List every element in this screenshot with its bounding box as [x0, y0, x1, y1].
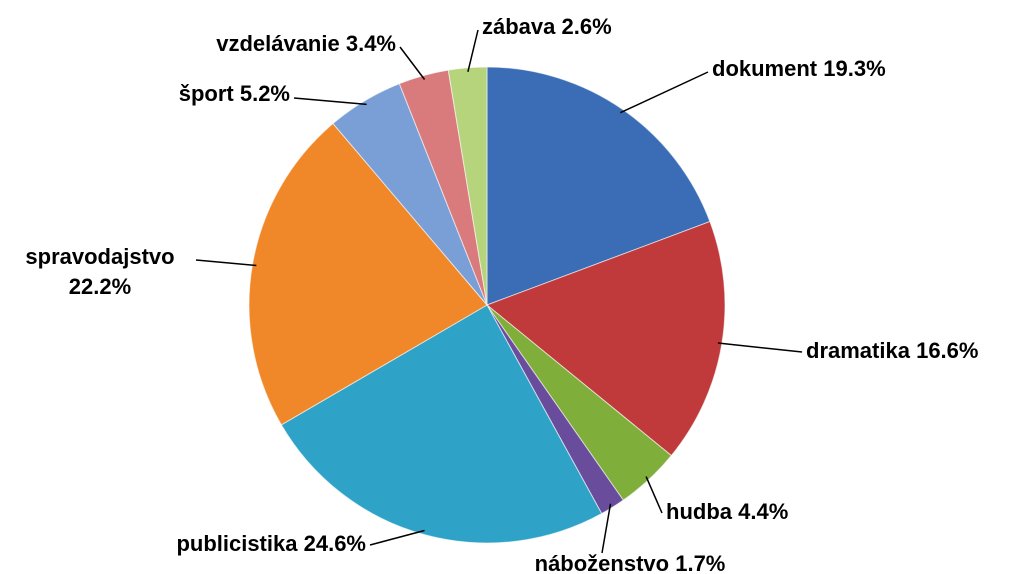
pie-slice: [447, 66, 488, 306]
pie-slice: [280, 304, 603, 544]
leader-line: [645, 476, 663, 514]
slice-label: náboženstvo 1.7%: [535, 551, 726, 574]
label-category: hudba: [666, 499, 733, 524]
label-category: publicistika: [176, 531, 298, 556]
label-value: 22.2%: [69, 274, 131, 299]
label-category: zábava: [482, 14, 556, 39]
slice-label: vzdelávanie 3.4%: [216, 31, 396, 56]
leader-line: [195, 259, 257, 267]
label-value: 1.7%: [675, 551, 725, 574]
leader-line: [369, 529, 425, 546]
slice-label: zábava 2.6%: [482, 14, 612, 39]
label-category: vzdelávanie: [216, 31, 340, 56]
leader-line: [620, 71, 709, 114]
label-category: šport: [179, 81, 235, 106]
slice-label: publicistika 24.6%: [176, 531, 366, 556]
slice-label: dokument 19.3%: [712, 56, 886, 81]
label-value: 5.2%: [240, 81, 290, 106]
leader-line: [293, 97, 367, 106]
label-value: 2.6%: [562, 14, 612, 39]
leader-line: [399, 46, 426, 80]
label-value: 16.6%: [916, 338, 978, 363]
label-value: 3.4%: [346, 31, 396, 56]
label-value: 24.6%: [304, 531, 366, 556]
label-value: 4.4%: [738, 499, 788, 524]
label-category: dramatika: [806, 338, 911, 363]
leader-line: [467, 29, 479, 72]
label-category: náboženstvo: [535, 551, 669, 574]
label-category: spravodajstvo: [25, 244, 174, 269]
label-value: 19.3%: [823, 56, 885, 81]
pie-slice: [486, 66, 711, 306]
label-category: dokument: [712, 56, 818, 81]
slice-label: dramatika 16.6%: [806, 338, 978, 363]
leader-line: [717, 342, 803, 353]
slice-label: hudba 4.4%: [666, 499, 788, 524]
slice-label: šport 5.2%: [179, 81, 290, 106]
slice-label: spravodajstvo 22.2%: [25, 244, 174, 299]
leader-line: [601, 503, 612, 554]
